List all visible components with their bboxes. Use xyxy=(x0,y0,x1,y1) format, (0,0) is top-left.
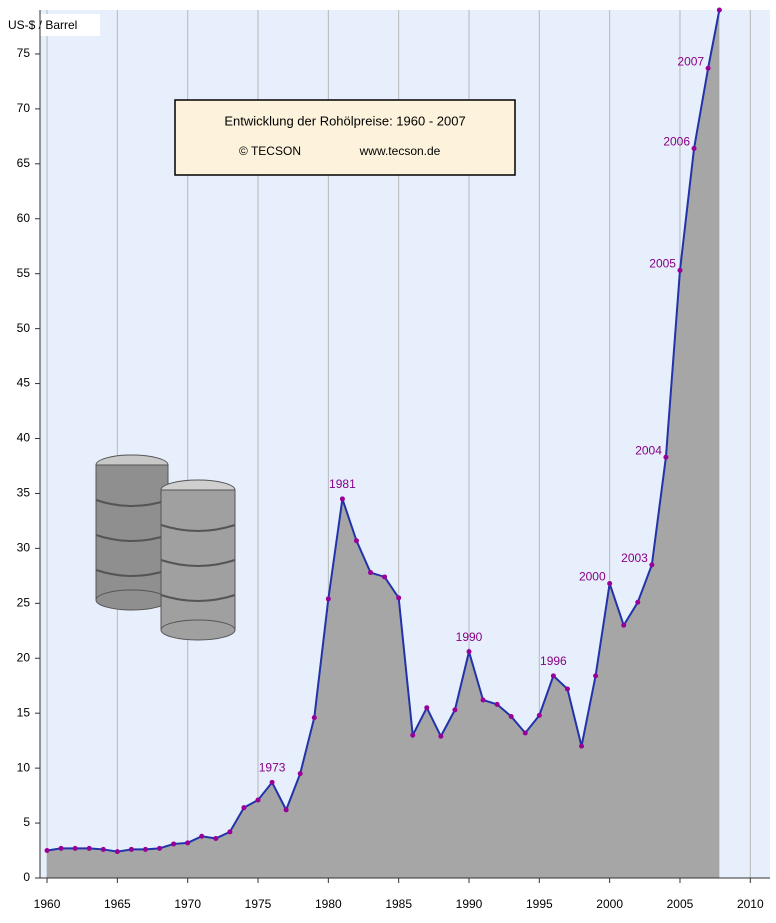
point xyxy=(73,846,78,851)
point xyxy=(213,836,218,841)
point xyxy=(115,849,120,854)
x-tick-label: 1995 xyxy=(526,897,553,911)
point xyxy=(410,733,415,738)
point xyxy=(382,574,387,579)
y-tick-label: 50 xyxy=(17,321,31,335)
x-tick-label: 1960 xyxy=(34,897,61,911)
point xyxy=(354,538,359,543)
point xyxy=(692,146,697,151)
point xyxy=(256,797,261,802)
point xyxy=(466,649,471,654)
y-tick-label: 35 xyxy=(17,486,31,500)
point xyxy=(87,846,92,851)
point xyxy=(270,780,275,785)
y-tick-label: 15 xyxy=(17,705,31,719)
chart-title: Entwicklung der Rohölpreise: 1960 - 2007 xyxy=(224,113,465,128)
y-tick-label: 10 xyxy=(17,760,31,774)
point xyxy=(607,581,612,586)
point xyxy=(368,570,373,575)
point xyxy=(157,846,162,851)
x-tick-label: 1965 xyxy=(104,897,131,911)
point xyxy=(537,713,542,718)
y-tick-label: 40 xyxy=(17,431,31,445)
point xyxy=(185,840,190,845)
page: Entwicklung der Rohölpreise: 1960 - 2007… xyxy=(0,0,776,923)
x-tick-label: 2000 xyxy=(596,897,623,911)
point xyxy=(481,698,486,703)
point xyxy=(171,841,176,846)
point xyxy=(677,268,682,273)
source: www.tecson.de xyxy=(359,144,441,158)
annotation: 1973 xyxy=(259,761,286,775)
y-tick-label: 25 xyxy=(17,595,31,609)
point xyxy=(495,702,500,707)
x-tick-label: 1970 xyxy=(174,897,201,911)
y-tick-label: 20 xyxy=(17,650,31,664)
point xyxy=(129,847,134,852)
point xyxy=(298,771,303,776)
point xyxy=(143,847,148,852)
point xyxy=(424,705,429,710)
point xyxy=(101,847,106,852)
x-tick-label: 2010 xyxy=(737,897,764,911)
point xyxy=(452,707,457,712)
point xyxy=(227,829,232,834)
chart-subtitle: © TECSON xyxy=(239,144,301,158)
title-box: Entwicklung der Rohölpreise: 1960 - 2007… xyxy=(175,100,515,175)
point xyxy=(509,714,514,719)
annotation: 2006 xyxy=(663,135,690,149)
x-tick-label: 2005 xyxy=(667,897,694,911)
y-tick-label: 75 xyxy=(17,46,31,60)
annotation: 1996 xyxy=(540,654,567,668)
x-tick-label: 1985 xyxy=(385,897,412,911)
y-tick-label: 0 xyxy=(23,870,30,884)
point xyxy=(579,744,584,749)
y-tick-label: 65 xyxy=(17,156,31,170)
annotation: 1981 xyxy=(329,477,356,491)
annotation: 2004 xyxy=(635,443,662,457)
point xyxy=(199,834,204,839)
point xyxy=(565,687,570,692)
annotation: 2003 xyxy=(621,551,648,565)
point xyxy=(635,600,640,605)
point xyxy=(312,715,317,720)
annotation: 2005 xyxy=(649,257,676,271)
y-tick-label: 5 xyxy=(23,815,30,829)
point xyxy=(523,730,528,735)
point xyxy=(551,673,556,678)
point xyxy=(326,596,331,601)
y-tick-label: 45 xyxy=(17,376,31,390)
y-tick-label: 30 xyxy=(17,541,31,555)
y-tick-label: 60 xyxy=(17,211,31,225)
point xyxy=(621,623,626,628)
y-axis-label: US-$ / Barrel xyxy=(8,18,77,32)
point xyxy=(45,848,50,853)
annotation: 2007 xyxy=(677,54,704,68)
point xyxy=(396,595,401,600)
y-tick-label: 55 xyxy=(17,266,31,280)
point xyxy=(649,562,654,567)
point xyxy=(663,455,668,460)
point xyxy=(438,734,443,739)
point xyxy=(706,66,711,71)
chart: Entwicklung der Rohölpreise: 1960 - 2007… xyxy=(0,0,776,918)
x-tick-label: 1990 xyxy=(456,897,483,911)
y-tick-label: 70 xyxy=(17,101,31,115)
x-tick-label: 1980 xyxy=(315,897,342,911)
point xyxy=(717,8,722,13)
point xyxy=(241,805,246,810)
x-tick-label: 1975 xyxy=(245,897,272,911)
point xyxy=(59,846,64,851)
annotation: 1990 xyxy=(456,630,483,644)
point xyxy=(340,496,345,501)
annotation: 2000 xyxy=(579,570,606,584)
point xyxy=(593,673,598,678)
point xyxy=(284,807,289,812)
